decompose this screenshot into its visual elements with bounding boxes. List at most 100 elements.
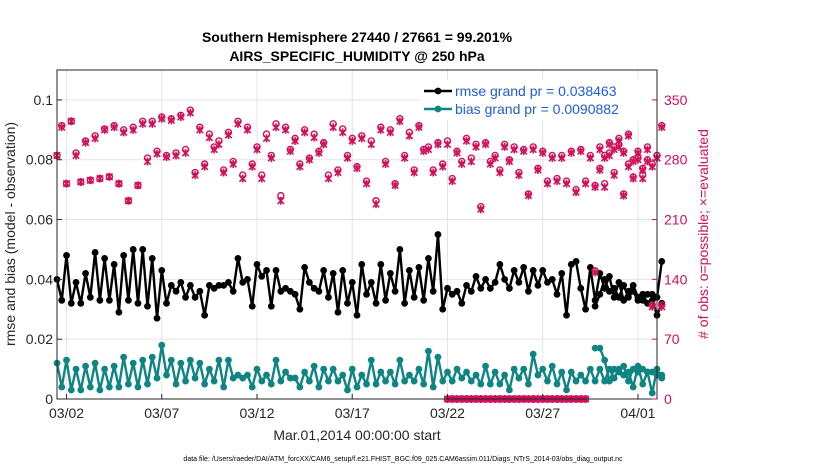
bias-point [425, 347, 432, 355]
rmse-point [501, 275, 509, 283]
rmse-point [301, 264, 309, 271]
rmse-point [525, 287, 532, 295]
obs-evaluated-marker [62, 179, 71, 188]
bias-point [358, 371, 366, 379]
rmse-point [658, 258, 666, 265]
bias-point [167, 356, 175, 364]
obs-evaluated-marker [615, 142, 623, 151]
rmse-point [110, 261, 118, 268]
rmse-point [558, 269, 566, 277]
obs-evaluated-marker [248, 162, 257, 171]
bias-point [286, 374, 294, 382]
obs-evaluated-marker [538, 148, 547, 157]
rmse-point [610, 293, 618, 301]
obs-evaluated-marker [200, 162, 209, 171]
bias-point [601, 377, 609, 385]
rmse-point [472, 272, 480, 280]
bias-point [225, 356, 232, 364]
bias-point [372, 380, 380, 388]
bias-point [348, 365, 356, 373]
rmse-point [348, 278, 356, 286]
obs-evaluated-marker [610, 171, 618, 180]
bias-point [420, 380, 428, 388]
rmse-point [191, 293, 199, 301]
rmse-point [582, 305, 589, 313]
bias-point [391, 380, 399, 388]
bias-point [325, 377, 332, 385]
bias-point [258, 377, 266, 385]
obs-evaluated-marker [453, 148, 461, 157]
bias-point [148, 353, 156, 361]
rmse-point [520, 264, 528, 271]
legend: rmse grand pr = 0.038463 bias grand pr =… [420, 80, 652, 120]
obs-evaluated-marker [329, 123, 337, 132]
obs-evaluated-marker [81, 138, 90, 147]
bias-point [177, 359, 185, 367]
bias-point [253, 365, 261, 373]
rmse-point [67, 299, 75, 307]
rmse-point [572, 258, 580, 265]
rmse-point [496, 261, 504, 268]
x-axis-label: Mar.01,2014 00:00:00 start [273, 427, 440, 443]
y-tick-label-right: 140 [664, 271, 688, 287]
obs-evaluated-marker [315, 148, 323, 157]
obs-evaluated-marker [643, 145, 652, 154]
obs-evaluated-marker [367, 140, 376, 149]
obs-evaluated-marker [438, 162, 447, 171]
bias-point [296, 383, 304, 391]
bias-point [363, 380, 370, 388]
y-tick-label-left: 0.04 [26, 271, 53, 287]
rmse-point [625, 293, 632, 301]
rmse-point [58, 296, 66, 304]
obs-evaluated-marker [467, 157, 476, 166]
bias-point [339, 371, 347, 379]
obs-evaluated-marker [424, 145, 433, 154]
bias-point [529, 350, 537, 358]
rmse-point [115, 308, 123, 316]
obs-evaluated-marker [296, 162, 304, 171]
obs-evaluated-marker [496, 168, 504, 177]
obs-evaluated-marker [391, 181, 399, 190]
y-tick-label-right: 280 [664, 152, 688, 168]
obs-evaluated-marker [524, 191, 533, 200]
bias-point [282, 368, 289, 376]
rmse-point [186, 281, 194, 289]
rmse-point [491, 278, 499, 286]
bias-point [567, 368, 575, 376]
rmse-point [482, 275, 489, 283]
obs-evaluated-marker [529, 145, 537, 154]
obs-evaluated-marker [491, 154, 499, 163]
rmse-point [601, 275, 609, 283]
rmse-line [55, 233, 663, 320]
rmse-point [629, 281, 637, 289]
obs-evaluated-marker [519, 147, 528, 156]
obs-evaluated-marker [96, 174, 104, 183]
obs-evaluated-marker [234, 119, 242, 128]
bias-point [501, 371, 509, 379]
rmse-point [196, 287, 204, 295]
rmse-point [167, 281, 175, 289]
bias-point [625, 377, 632, 385]
y-tick-label-right: 70 [664, 331, 680, 347]
x-tick-label: 03/12 [239, 405, 274, 421]
rmse-point [334, 308, 342, 316]
obs-evaluated-marker [648, 162, 657, 171]
obs-evaluated-marker [324, 174, 333, 183]
rmse-point [596, 290, 604, 298]
rmse-point [529, 266, 537, 274]
y-tick-label-left: 0.08 [26, 152, 53, 168]
bias-point [467, 377, 475, 385]
bias-point [353, 383, 361, 391]
rmse-point [172, 287, 180, 295]
rmse-point [358, 261, 366, 268]
rmse-point [615, 293, 623, 301]
obs-evaluated-marker [405, 131, 414, 140]
rmse-point [77, 299, 85, 307]
obs-evaluated-marker [548, 154, 557, 163]
y-tick-label-right: 350 [664, 92, 688, 108]
obs-evaluated-marker [553, 177, 561, 186]
chart-title: Southern Hemisphere 27440 / 27661 = 99.2… [202, 29, 513, 45]
bias-point [96, 386, 104, 394]
bias-point [105, 383, 113, 391]
